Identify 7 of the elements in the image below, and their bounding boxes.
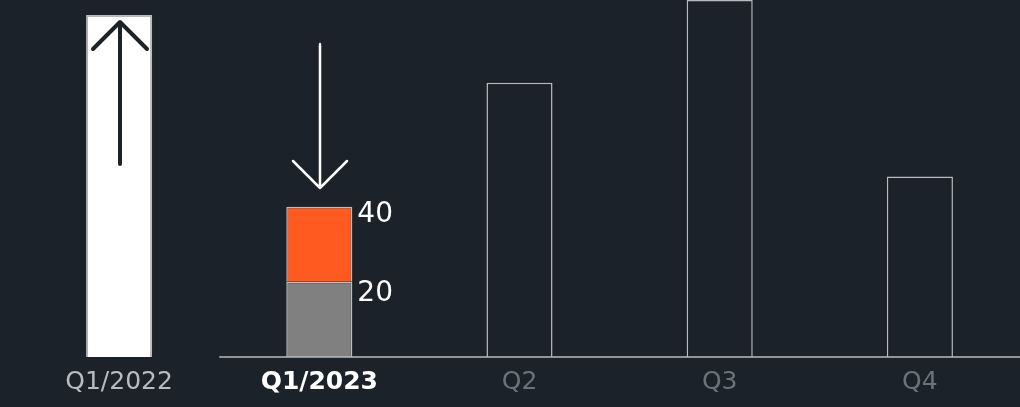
x-tick-label: Q4 [902,365,938,395]
x-tick-label: Q2 [501,365,538,395]
data-label: 20 [357,275,393,309]
x-tick-label: Q1/2023 [260,365,378,395]
x-tick-label: Q1/2022 [65,365,173,395]
x-tick-label: Q3 [701,365,738,395]
total-label: 40 [357,195,393,229]
